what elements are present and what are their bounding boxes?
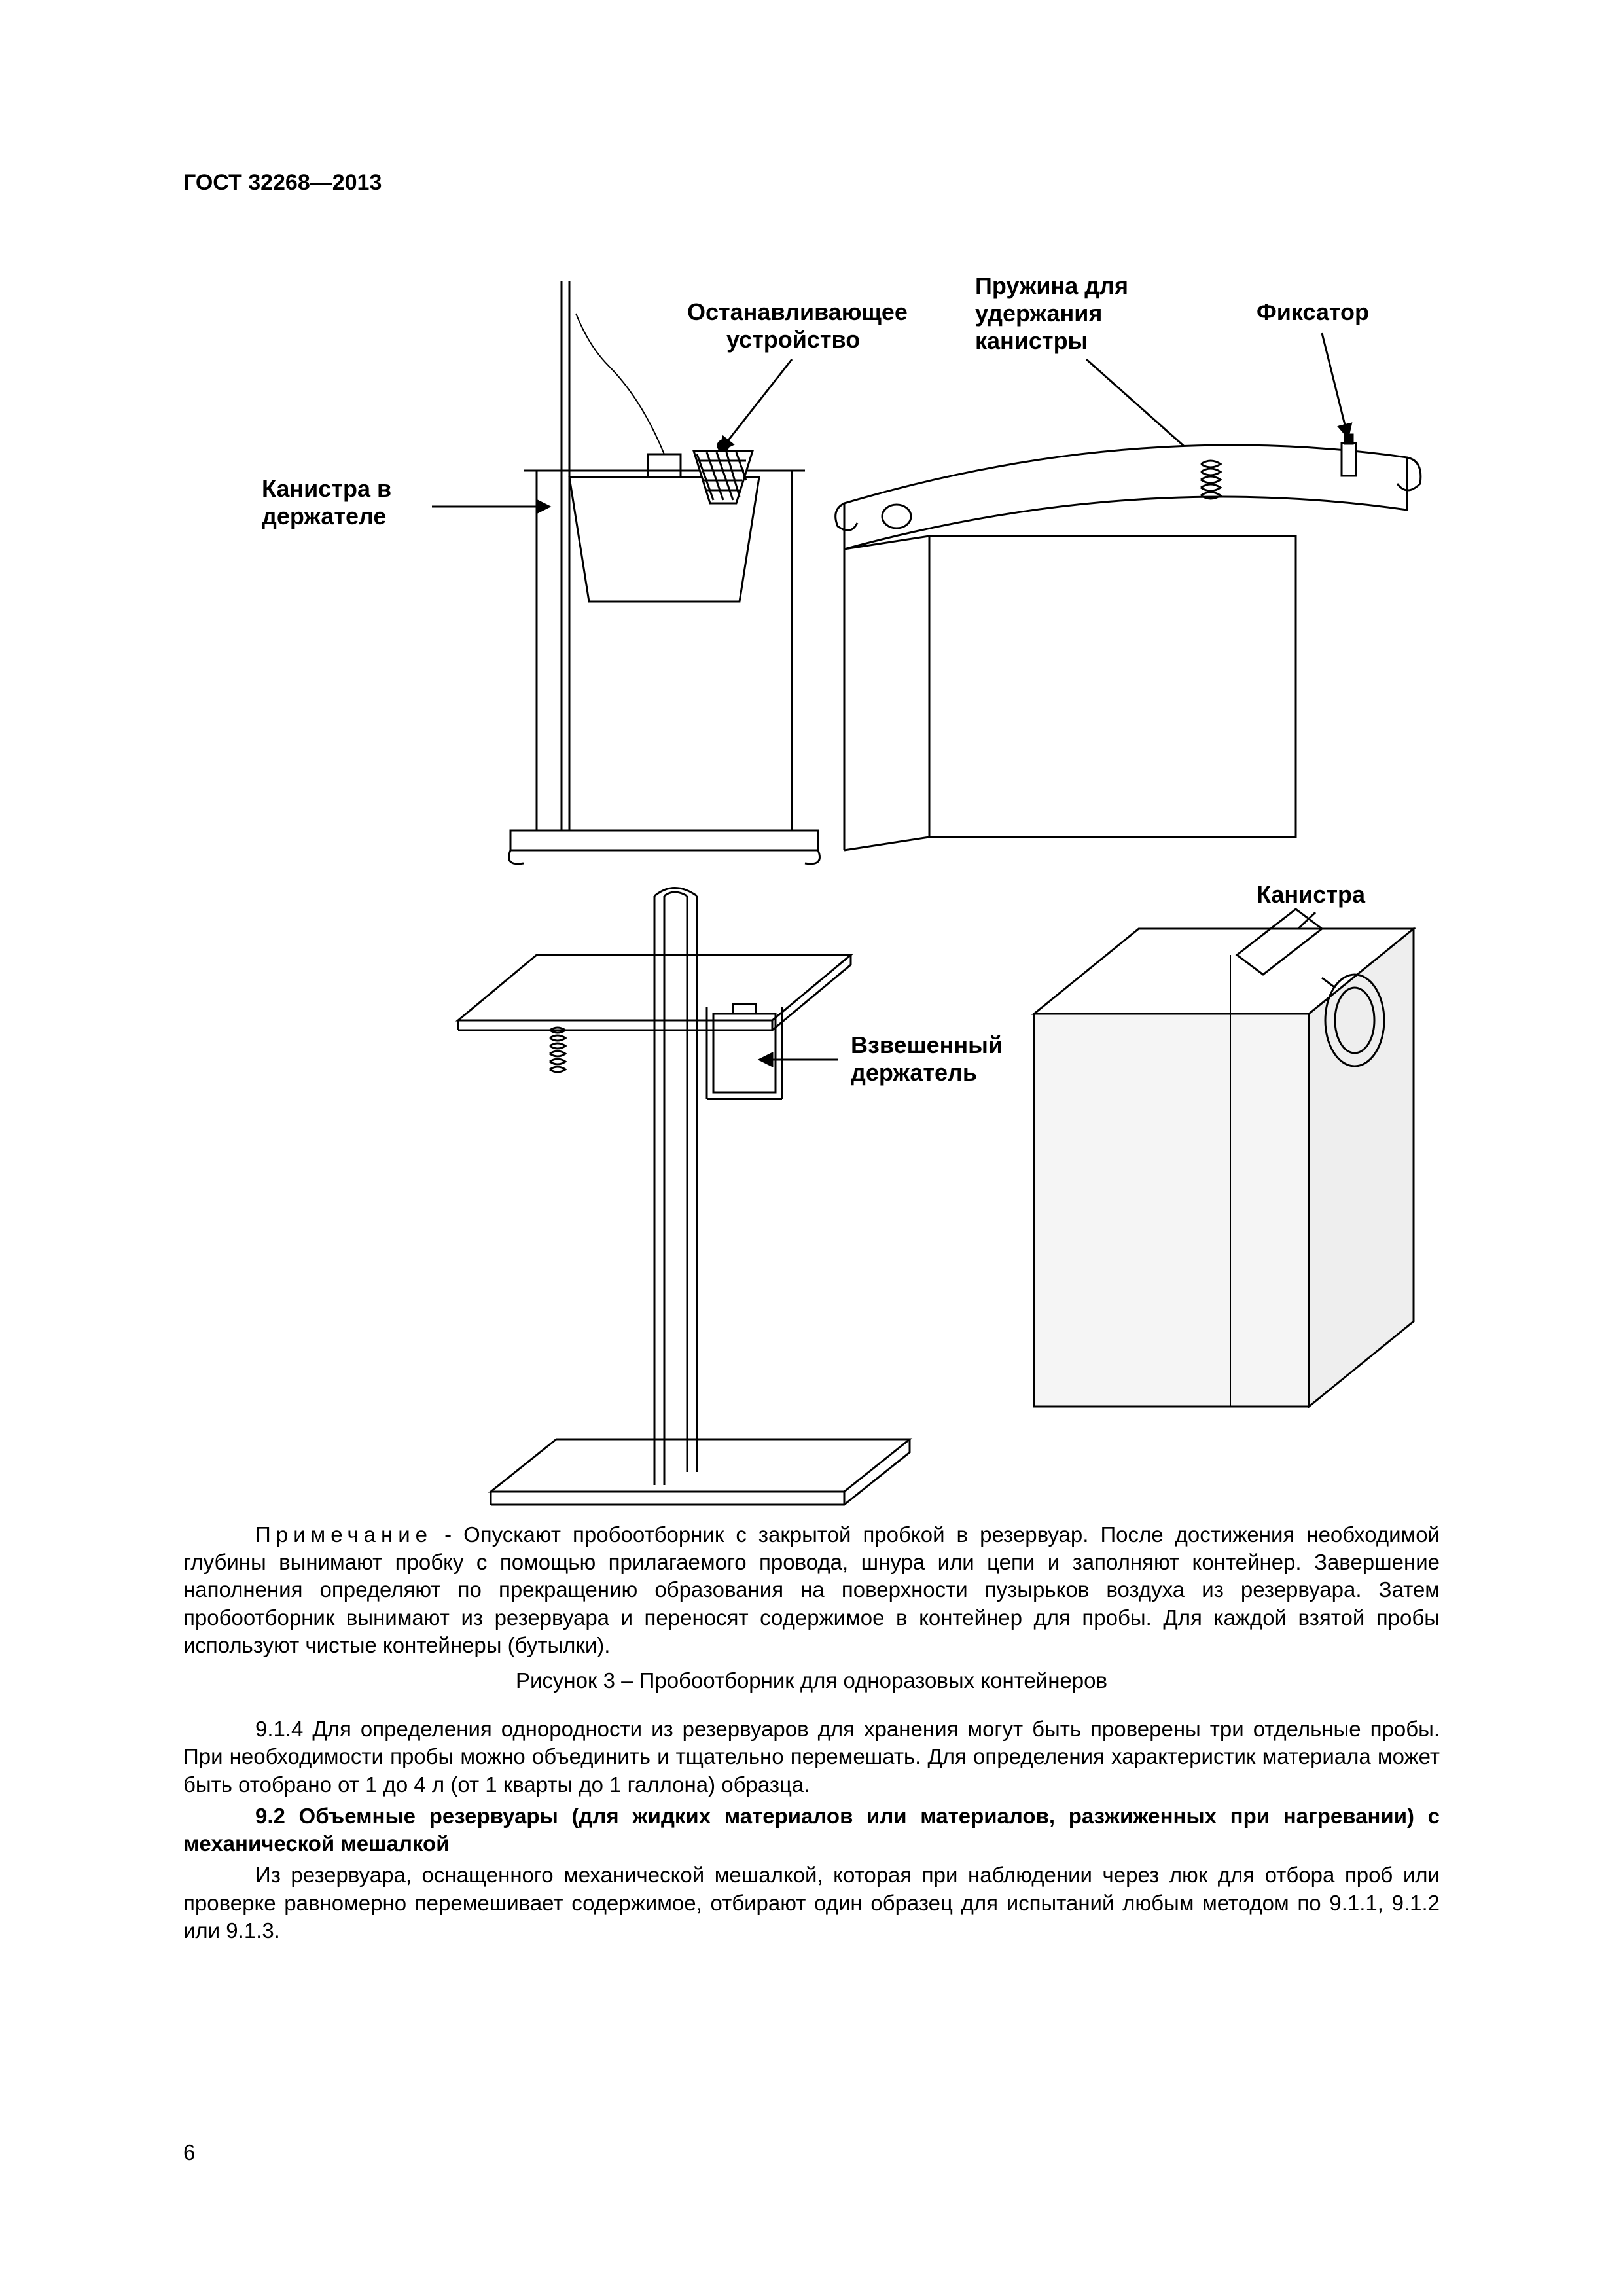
label-spring: Пружина для удержания канистры — [975, 272, 1135, 354]
page-number: 6 — [183, 2140, 195, 2165]
section-9-2-title: 9.2 Объемные резервуары (для жидких мате… — [183, 1804, 1440, 1856]
canister-3d — [1034, 909, 1414, 1407]
label-stopping-device: Останавливающее устройство — [687, 298, 914, 353]
section-9-2: 9.2 Объемные резервуары (для жидких мате… — [183, 1803, 1440, 1945]
label-canister: Канистра — [1257, 881, 1366, 908]
note-paragraph: Примечание - Опускают пробоотборник с за… — [183, 1521, 1440, 1659]
paragraph-9-1-4: 9.1.4 Для определения однородности из ре… — [183, 1715, 1440, 1799]
page: ГОСТ 32268—2013 Канистра в держателе Ост… — [0, 0, 1623, 2296]
section-9-2-text: Из резервуара, оснащенного механической … — [183, 1861, 1440, 1945]
figure-3-diagram: Канистра в держателе Останавливающее уст… — [183, 235, 1440, 1521]
label-suspended-holder: Взвешенный держатель — [851, 1031, 1009, 1086]
note-label: Примечание — [255, 1522, 433, 1547]
label-lock: Фиксатор — [1257, 298, 1369, 325]
spring-icon-2 — [550, 1028, 565, 1072]
label-canister-holder: Канистра в держателе — [262, 475, 398, 529]
figure-caption: Рисунок 3 – Пробоотборник для одноразовы… — [183, 1668, 1440, 1693]
document-code-header: ГОСТ 32268—2013 — [183, 170, 1440, 196]
